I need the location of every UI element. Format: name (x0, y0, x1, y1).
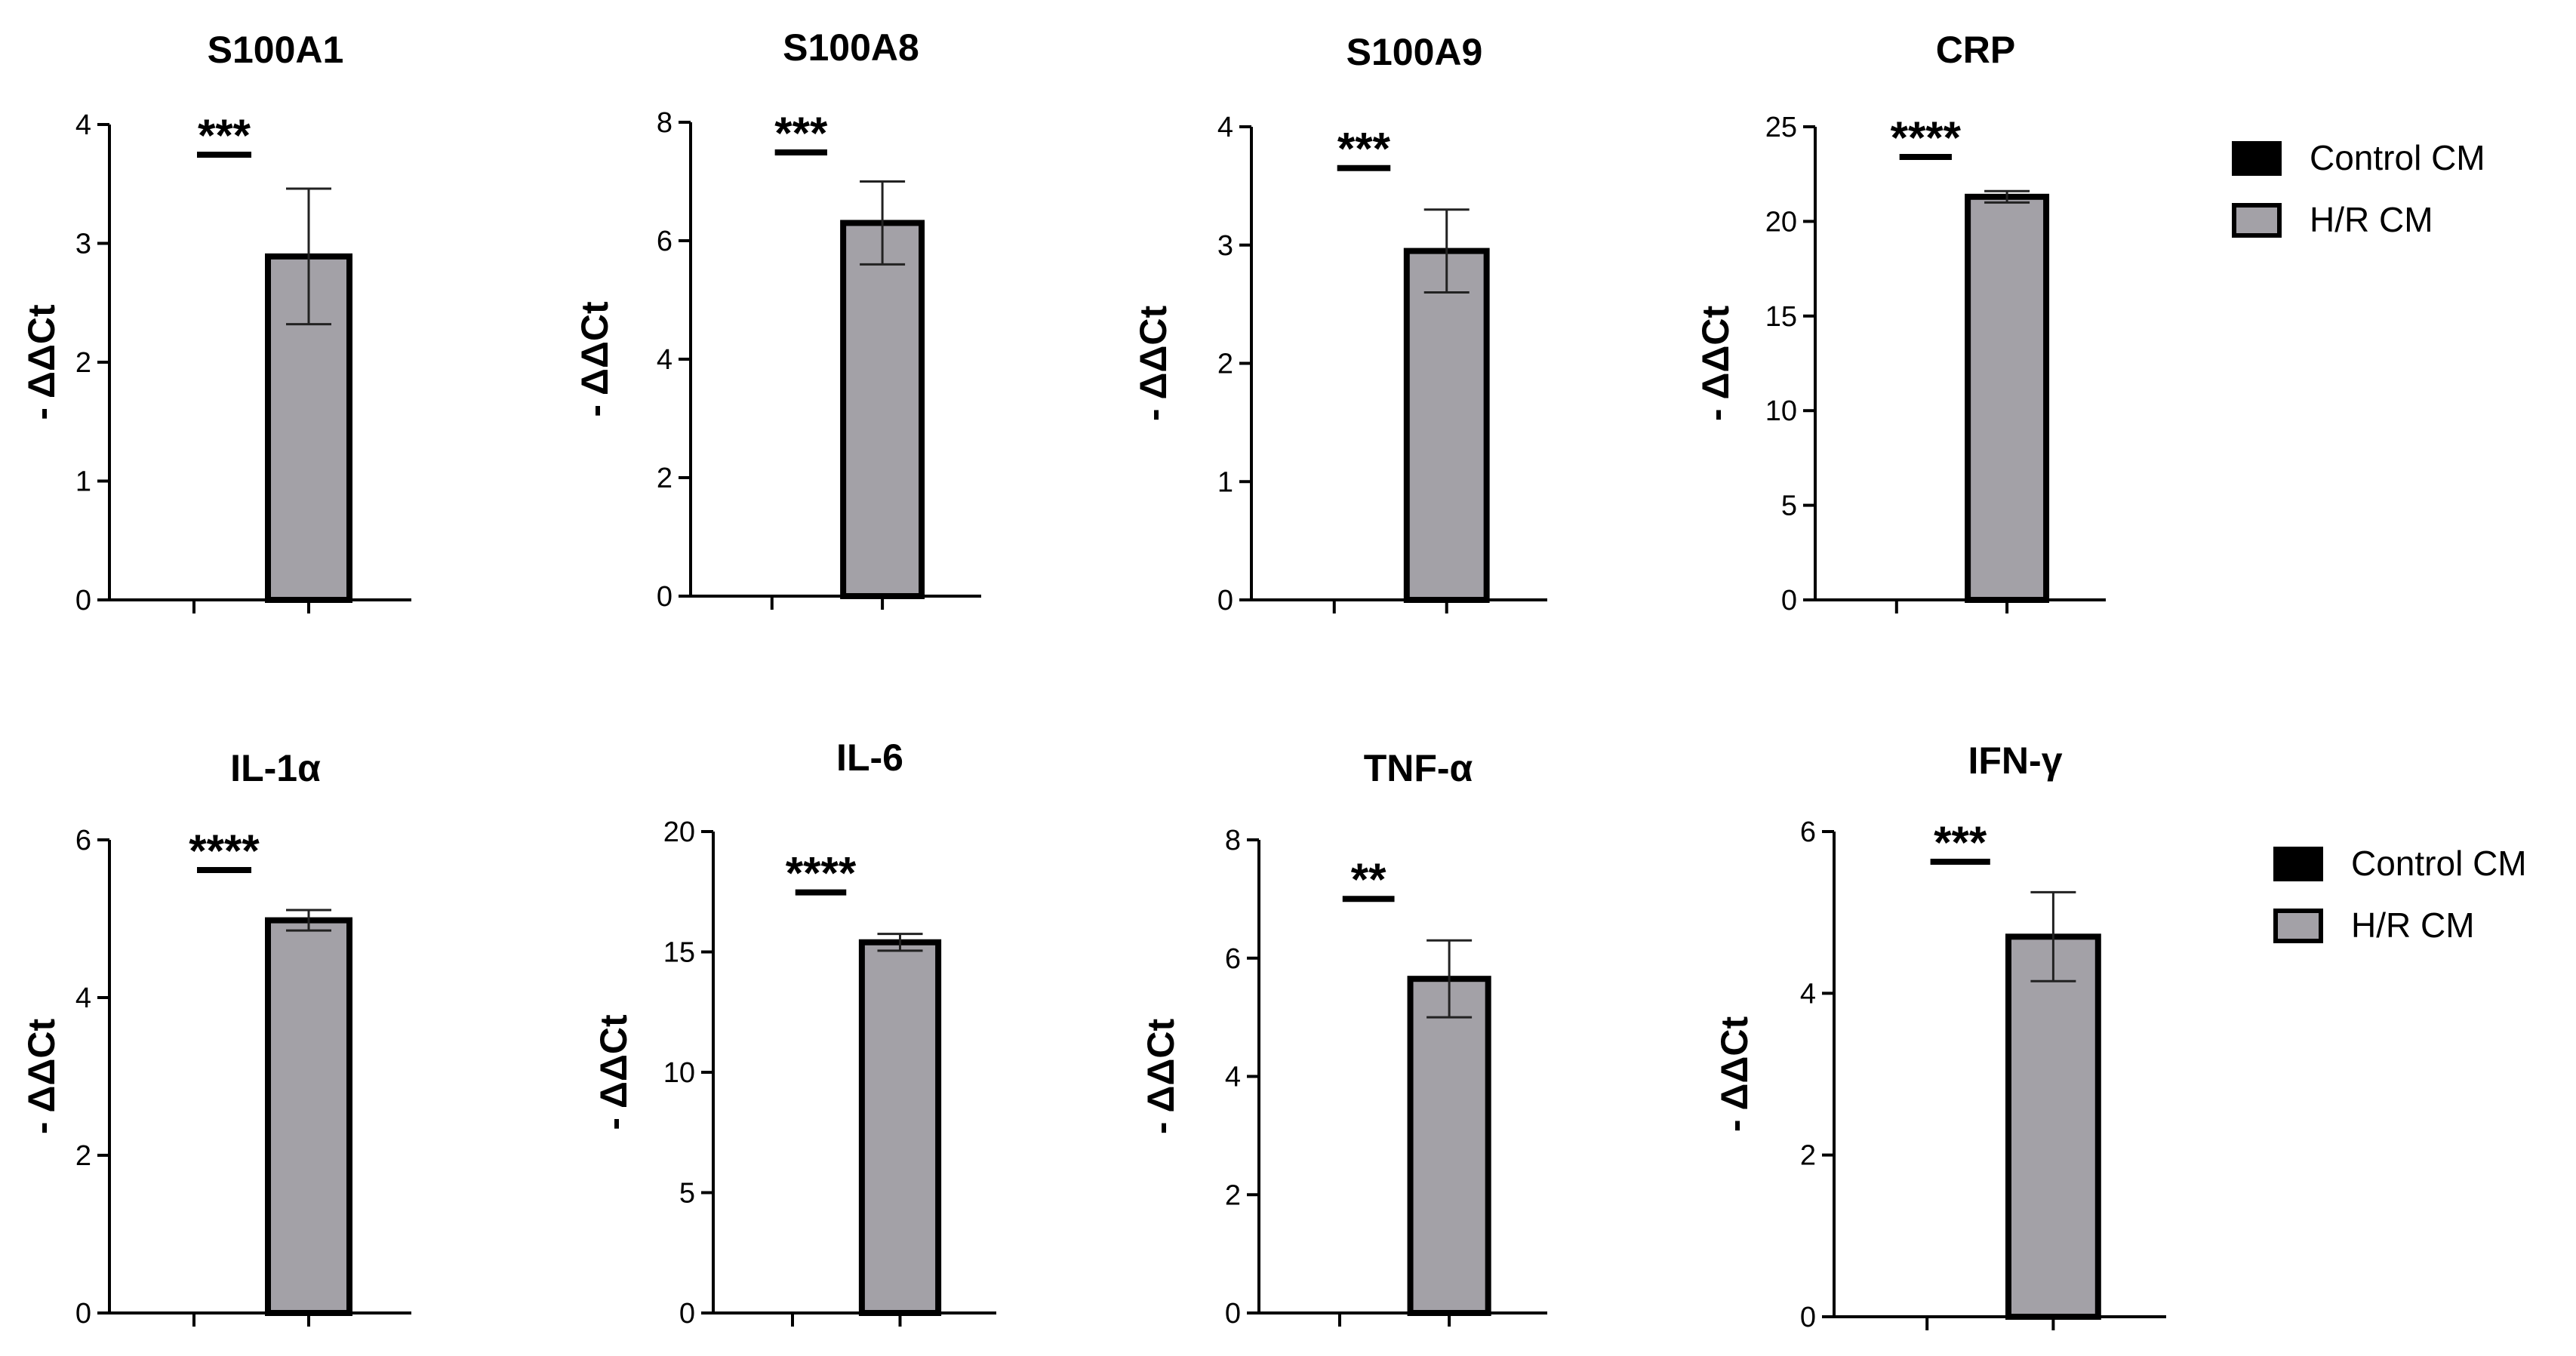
y-tick-label: 5 (679, 1178, 695, 1210)
bar-hr-cm (840, 220, 925, 599)
y-tick-label: 6 (1225, 943, 1241, 975)
y-tick-label: 20 (663, 816, 695, 848)
y-tick-label: 2 (75, 1140, 91, 1172)
y-tick-label: 2 (75, 347, 91, 379)
y-tick-label: 1 (1217, 466, 1233, 498)
y-tick-label: 8 (1225, 825, 1241, 856)
y-tick-label: 6 (1800, 816, 1816, 848)
chart-panel-7: TNF-α - ΔΔCt 0 2 4 6 8 ** (1140, 747, 1547, 1330)
chart-panel-1: S100A1 - ΔΔCt 0 1 2 3 4 *** (20, 29, 411, 617)
y-tick-label: 2 (1217, 349, 1233, 380)
chart-title: IL-6 (836, 736, 903, 779)
y-tick-label: 15 (663, 937, 695, 969)
y-tick-label: 0 (75, 1298, 91, 1330)
y-tick-label: 2 (657, 463, 672, 494)
chart-panel-2: S100A8 - ΔΔCt 0 2 4 6 8 *** (574, 26, 981, 613)
chart-title: S100A1 (208, 29, 344, 71)
legend-label: H/R CM (2351, 906, 2475, 945)
y-tick-label: 0 (75, 585, 91, 617)
y-tick-label: 2 (1225, 1179, 1241, 1211)
y-axis-label: - ΔΔCt (20, 304, 63, 420)
chart-title: IFN-γ (1968, 739, 2063, 782)
legend-swatch-control (2273, 847, 2323, 881)
chart-panel-4: CRP - ΔΔCt 0 5 10 15 20 25 **** (1694, 29, 2106, 617)
y-axis-label: - ΔΔCt (1140, 1018, 1182, 1134)
y-axis-label: - ΔΔCt (592, 1014, 635, 1130)
y-axis-label: - ΔΔCt (1713, 1016, 1756, 1132)
chart-title: IL-1α (230, 747, 321, 789)
chart-panel-3: S100A9 - ΔΔCt 0 1 2 3 4 *** (1132, 31, 1547, 617)
significance-stars: *** (1934, 817, 1987, 868)
legend-swatch-control (2232, 141, 2282, 176)
y-tick-label: 25 (1765, 112, 1797, 143)
significance-stars: **** (189, 826, 260, 876)
y-tick-label: 3 (1217, 230, 1233, 262)
bar-hr-cm (1403, 248, 1490, 603)
significance-stars: ** (1351, 854, 1386, 905)
y-tick-label: 6 (657, 226, 672, 257)
y-tick-label: 4 (1800, 978, 1816, 1010)
y-axis-label: - ΔΔCt (1694, 305, 1737, 421)
y-tick-label: 8 (657, 107, 672, 139)
y-tick-label: 0 (657, 581, 672, 613)
y-tick-label: 0 (1781, 585, 1797, 617)
y-tick-label: 15 (1765, 301, 1797, 333)
legend-label: Control CM (2310, 138, 2485, 177)
legend-row-2: Control CM H/R CM (2273, 844, 2527, 945)
chart-panel-6: IL-6 - ΔΔCt 0 5 10 15 20 **** (592, 736, 996, 1330)
y-tick-label: 4 (75, 109, 91, 141)
legend-label: Control CM (2351, 844, 2527, 883)
bar-hr-cm (265, 917, 352, 1316)
y-axis-label: - ΔΔCt (574, 301, 616, 417)
bar-hr-cm (2005, 933, 2101, 1320)
y-tick-label: 0 (679, 1298, 695, 1330)
y-tick-label: 0 (1225, 1298, 1241, 1330)
chart-title: S100A9 (1346, 31, 1483, 73)
legend-swatch-hr (2273, 909, 2323, 943)
significance-stars: *** (1337, 124, 1391, 174)
legend-row-1: Control CM H/R CM (2232, 138, 2485, 239)
chart-title: TNF-α (1364, 747, 1473, 789)
legend-swatch-hr (2232, 203, 2282, 238)
y-tick-label: 4 (1217, 112, 1233, 143)
y-tick-label: 5 (1781, 490, 1797, 522)
y-axis-label: - ΔΔCt (20, 1018, 63, 1134)
y-tick-label: 0 (1800, 1302, 1816, 1333)
y-tick-label: 10 (1765, 395, 1797, 427)
y-tick-label: 1 (75, 466, 91, 498)
y-tick-label: 0 (1217, 585, 1233, 617)
legend-label: H/R CM (2310, 200, 2433, 239)
y-tick-label: 4 (1225, 1062, 1241, 1093)
y-tick-label: 4 (75, 982, 91, 1014)
chart-panel-8: IFN-γ - ΔΔCt 0 2 4 6 *** (1713, 739, 2166, 1333)
y-tick-label: 4 (657, 344, 672, 376)
y-tick-label: 10 (663, 1057, 695, 1089)
significance-stars: **** (786, 848, 857, 899)
significance-stars: *** (774, 108, 828, 158)
chart-panel-5: IL-1α - ΔΔCt 0 2 4 6 **** (20, 747, 411, 1330)
y-tick-label: 20 (1765, 206, 1797, 238)
chart-title: S100A8 (783, 26, 919, 69)
chart-title: CRP (1936, 29, 2016, 71)
y-tick-label: 2 (1800, 1140, 1816, 1172)
significance-stars: *** (198, 110, 251, 161)
bar-hr-cm (1965, 193, 2050, 603)
y-tick-label: 3 (75, 229, 91, 260)
y-tick-label: 6 (75, 825, 91, 856)
bar-hr-cm (858, 939, 942, 1316)
y-axis-label: - ΔΔCt (1132, 305, 1174, 421)
significance-stars: **** (1891, 112, 1962, 163)
bar-hr-cm (1407, 976, 1491, 1317)
